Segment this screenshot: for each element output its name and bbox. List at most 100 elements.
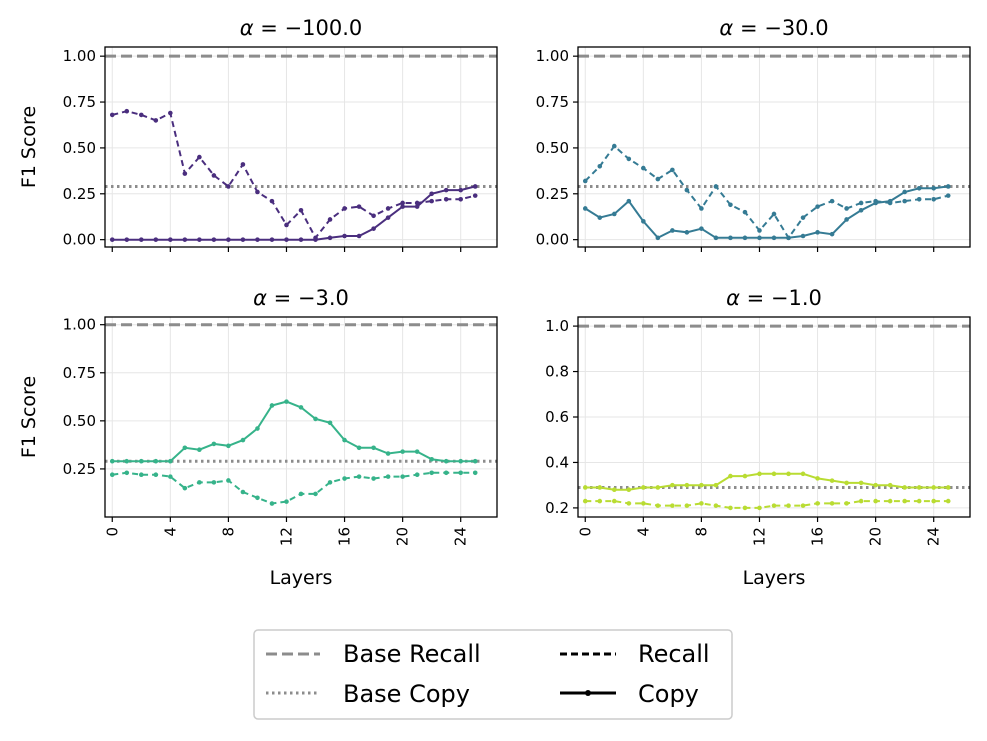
copy-series-line bbox=[112, 185, 476, 241]
recall-point bbox=[182, 171, 188, 176]
recall-point bbox=[168, 110, 173, 116]
recall-point bbox=[670, 503, 675, 508]
copy-point bbox=[757, 235, 762, 241]
copy-point bbox=[670, 482, 675, 488]
copy-point bbox=[728, 235, 733, 241]
copy-point bbox=[429, 191, 434, 197]
copy-point bbox=[655, 485, 661, 490]
panel-title-alpha: α bbox=[726, 286, 740, 310]
legend-recall-label: Recall bbox=[638, 640, 710, 668]
x-tick-label: 0 bbox=[103, 527, 121, 537]
copy-point bbox=[684, 230, 690, 235]
recall-point bbox=[342, 206, 347, 211]
copy-point bbox=[182, 445, 188, 451]
copy-point bbox=[931, 485, 937, 490]
recall-point bbox=[400, 474, 405, 479]
recall-point bbox=[786, 503, 791, 508]
recall-point bbox=[641, 501, 646, 506]
copy-point bbox=[168, 237, 173, 242]
recall-point bbox=[829, 501, 835, 506]
panel-3: 0.25 0.50 0.75 1.00 0 4 8 12 16 20 24 α = −3.0 F1 Sc… bbox=[18, 286, 498, 589]
copy-point bbox=[197, 237, 202, 242]
copy-point bbox=[138, 458, 144, 464]
y-tick-label: 0.25 bbox=[63, 185, 96, 203]
copy-point bbox=[873, 200, 878, 206]
x-tick-label: 24 bbox=[452, 527, 470, 546]
x-tick-label: 20 bbox=[394, 527, 412, 546]
panel-title-equals: = bbox=[254, 16, 285, 40]
recall-point bbox=[327, 480, 333, 485]
copy-point bbox=[400, 449, 405, 454]
copy-point bbox=[742, 235, 748, 241]
recall-point bbox=[356, 204, 362, 209]
panel-1: 0.00 0.25 0.50 0.75 1.00 α = −100.0 F1 Score bbox=[18, 16, 498, 252]
copy-point bbox=[327, 235, 333, 241]
recall-point bbox=[458, 196, 464, 202]
recall-point bbox=[458, 470, 464, 476]
x-tick-label: 24 bbox=[925, 527, 943, 546]
copy-series-line bbox=[112, 400, 476, 463]
recall-point bbox=[597, 163, 603, 169]
copy-point bbox=[699, 482, 704, 488]
copy-point bbox=[757, 471, 762, 477]
recall-point bbox=[597, 498, 603, 504]
y-tick-label: 0.00 bbox=[536, 231, 569, 249]
copy-point bbox=[298, 405, 304, 410]
y-tick-label: 1.00 bbox=[63, 47, 96, 65]
copy-series-line bbox=[585, 472, 949, 491]
copy-point bbox=[626, 198, 632, 204]
copy-point bbox=[815, 230, 820, 235]
recall-point bbox=[582, 178, 588, 184]
y-tick-label: 0.50 bbox=[536, 139, 569, 157]
copy-point bbox=[182, 237, 188, 242]
recall-point bbox=[815, 501, 820, 506]
copy-point bbox=[597, 485, 603, 490]
recall-point bbox=[284, 222, 289, 228]
copy-point bbox=[902, 189, 907, 195]
recall-point bbox=[858, 498, 864, 504]
recall-point bbox=[887, 498, 893, 504]
y-tick-label: 1.0 bbox=[545, 317, 569, 335]
recall-point bbox=[641, 165, 646, 171]
recall-point bbox=[757, 505, 762, 511]
recall-point bbox=[313, 491, 318, 497]
copy-point bbox=[342, 233, 347, 239]
copy-point bbox=[240, 237, 246, 242]
recall-point bbox=[626, 501, 632, 506]
recall-point bbox=[699, 206, 704, 211]
recall-point bbox=[858, 200, 864, 206]
recall-point bbox=[429, 470, 434, 476]
legend-frame bbox=[253, 629, 733, 720]
copy-point bbox=[786, 471, 791, 477]
copy-point bbox=[858, 208, 864, 213]
recall-series-line bbox=[585, 500, 949, 509]
copy-point bbox=[858, 480, 864, 486]
axes-frame bbox=[104, 316, 498, 518]
copy-point bbox=[844, 480, 849, 486]
panel-title-alpha: α bbox=[719, 16, 733, 40]
copy-point bbox=[713, 235, 719, 241]
recall-point bbox=[182, 485, 188, 491]
legend-base-copy-label: Base Copy bbox=[343, 680, 470, 708]
copy-point bbox=[916, 485, 922, 490]
copy-point bbox=[298, 237, 304, 242]
copy-point bbox=[844, 217, 849, 222]
x-tick-label: 16 bbox=[336, 527, 354, 546]
copy-point bbox=[611, 211, 617, 217]
copy-point bbox=[931, 185, 937, 191]
copy-point bbox=[582, 206, 588, 211]
copy-point bbox=[371, 445, 376, 451]
recall-point bbox=[255, 189, 260, 195]
x-tick-label: 0 bbox=[576, 527, 594, 537]
recall-point bbox=[800, 503, 806, 508]
x-tick-label: 8 bbox=[692, 527, 710, 537]
copy-point bbox=[429, 457, 434, 462]
recall-point bbox=[443, 196, 449, 202]
recall-point bbox=[945, 193, 951, 198]
x-tick-label: 4 bbox=[634, 527, 652, 537]
x-tick-label: 12 bbox=[750, 527, 768, 546]
recall-point bbox=[728, 505, 733, 511]
recall-point bbox=[945, 498, 951, 504]
copy-point bbox=[945, 485, 951, 490]
